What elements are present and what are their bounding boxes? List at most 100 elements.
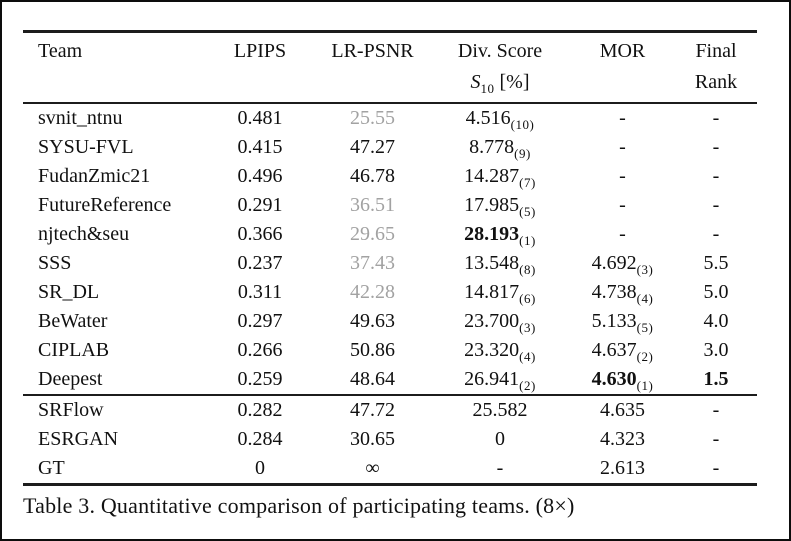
mor-value: 2.613: [600, 457, 645, 479]
table-row: FudanZmic21 0.496 46.78 14.287(7) - -: [23, 162, 757, 191]
team-name: ESRGAN: [38, 428, 119, 450]
header-rank: Rank: [694, 71, 738, 93]
final-rank-value: 3.0: [703, 339, 729, 361]
table-top-rule: [23, 30, 757, 33]
mor-value: -: [619, 194, 626, 216]
team-name: FudanZmic21: [38, 165, 151, 187]
lpips-value: 0.284: [237, 428, 283, 450]
header-team: Team: [38, 40, 83, 62]
div-score-value: 26.941(2): [464, 368, 536, 393]
lr-psnr-value: 30.65: [350, 428, 395, 450]
final-rank-value: -: [712, 457, 720, 479]
lpips-value: 0.415: [237, 136, 283, 158]
div-score-value: 23.700(3): [464, 310, 536, 335]
lr-psnr-value: 36.51: [350, 194, 395, 216]
table-row: FutureReference 0.291 36.51 17.985(5) - …: [23, 191, 757, 220]
lr-psnr-value: 50.86: [350, 339, 395, 361]
table-caption: Table 3. Quantitative comparison of part…: [23, 493, 575, 518]
lr-psnr-value: 47.72: [350, 399, 395, 421]
lr-psnr-value: 42.28: [350, 281, 395, 303]
div-rank-subscript: (7): [519, 175, 536, 190]
table-row: svnit_ntnu 0.481 25.55 4.516(10) - -: [23, 104, 757, 133]
s-subscript: 10: [480, 81, 495, 96]
lr-psnr-value: 37.43: [350, 252, 395, 274]
lr-psnr-value: ∞: [365, 457, 380, 479]
final-rank-value: 5.0: [703, 281, 729, 303]
team-name: SYSU-FVL: [38, 136, 134, 158]
lpips-value: 0: [255, 457, 265, 479]
div-rank-subscript: (3): [519, 320, 536, 335]
mor-value: -: [619, 165, 626, 187]
div-score-value: 8.778(9): [469, 136, 531, 161]
header-lr-psnr: LR-PSNR: [331, 40, 414, 62]
final-rank-value: 4.0: [703, 310, 729, 332]
table-row: GT 0 ∞ - 2.613 -: [23, 454, 757, 483]
final-rank-value: 1.5: [703, 368, 729, 390]
table-row: njtech&seu 0.366 29.65 28.193(1) - -: [23, 220, 757, 249]
table-row: SRFlow 0.282 47.72 25.582 4.635 -: [23, 396, 757, 425]
lpips-value: 0.237: [237, 252, 283, 274]
final-rank-value: -: [712, 399, 720, 421]
lpips-value: 0.266: [237, 339, 283, 361]
lr-psnr-value: 49.63: [350, 310, 395, 332]
mor-value: 4.738(4): [591, 281, 654, 306]
final-rank-value: -: [712, 223, 720, 245]
team-name: Deepest: [38, 368, 103, 390]
team-name: svnit_ntnu: [38, 107, 123, 129]
header-bottom-rule: [23, 102, 757, 104]
results-table: Team LPIPS LR-PSNR Div. Score MOR Final …: [23, 30, 757, 519]
team-name: FutureReference: [38, 194, 172, 216]
div-rank-subscript: (8): [519, 262, 536, 277]
lpips-value: 0.282: [237, 399, 283, 421]
table-header-line1: Team LPIPS LR-PSNR Div. Score MOR Final: [23, 36, 757, 67]
div-rank-subscript: (4): [519, 349, 536, 364]
header-lpips: LPIPS: [233, 40, 287, 62]
lr-psnr-value: 46.78: [350, 165, 395, 187]
table-row: SR_DL 0.311 42.28 14.817(6) 4.738(4) 5.0: [23, 278, 757, 307]
table-bottom-rule: [23, 483, 757, 486]
final-rank-value: -: [712, 107, 720, 129]
div-score-value: 13.548(8): [464, 252, 536, 277]
div-rank-subscript: (10): [510, 117, 535, 132]
mor-rank-subscript: (2): [636, 349, 654, 364]
lpips-value: 0.496: [237, 165, 283, 187]
lpips-value: 0.291: [237, 194, 283, 216]
mor-value: 4.635: [600, 399, 645, 421]
team-name: GT: [38, 457, 65, 479]
div-score-value: 0: [495, 428, 505, 450]
lr-psnr-value: 25.55: [350, 107, 395, 129]
lpips-value: 0.481: [237, 107, 283, 129]
div-score-value: 17.985(5): [464, 194, 536, 219]
mor-value: -: [619, 223, 626, 245]
table-row: CIPLAB 0.266 50.86 23.320(4) 4.637(2) 3.…: [23, 336, 757, 365]
final-rank-value: -: [712, 165, 720, 187]
team-name: SRFlow: [38, 399, 104, 421]
lpips-value: 0.297: [237, 310, 283, 332]
mor-value: 4.323: [600, 428, 645, 450]
div-rank-subscript: (2): [519, 378, 536, 393]
div-score-value: 23.320(4): [464, 339, 536, 364]
div-rank-subscript: (5): [519, 204, 536, 219]
team-name: SSS: [38, 252, 72, 274]
percent-unit: [%]: [494, 71, 530, 93]
mor-rank-subscript: (3): [636, 262, 654, 277]
div-score-value: 28.193(1): [464, 223, 536, 248]
header-div-score: Div. Score: [457, 40, 543, 62]
div-score-value: -: [496, 457, 504, 479]
mor-value: 4.637(2): [591, 339, 654, 364]
lpips-value: 0.259: [237, 368, 283, 390]
div-rank-subscript: (9): [514, 146, 531, 161]
header-final: Final: [695, 40, 737, 62]
div-score-value: 4.516(10): [465, 107, 535, 132]
final-rank-value: -: [712, 194, 720, 216]
lpips-value: 0.366: [237, 223, 283, 245]
team-name: BeWater: [38, 310, 108, 332]
s-symbol: S: [470, 71, 481, 93]
baseline-separator-rule: [23, 394, 757, 396]
final-rank-value: -: [712, 136, 720, 158]
team-name: njtech&seu: [38, 223, 130, 245]
lr-psnr-value: 47.27: [350, 136, 395, 158]
mor-value: -: [619, 136, 626, 158]
header-s10-unit: S10 [%]: [430, 67, 570, 98]
